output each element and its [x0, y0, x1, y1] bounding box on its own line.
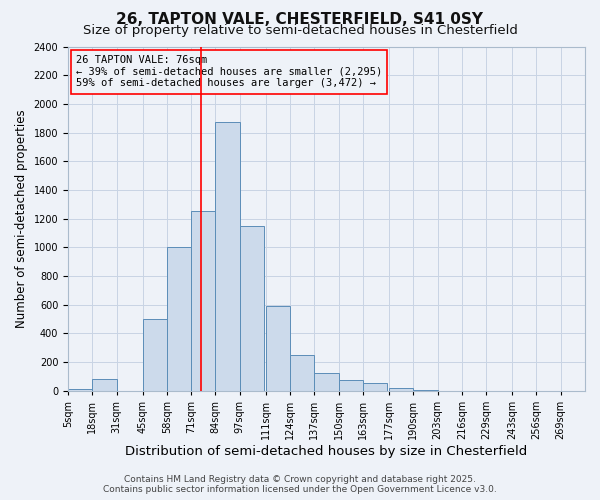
- Bar: [389, 388, 413, 390]
- Text: Size of property relative to semi-detached houses in Chesterfield: Size of property relative to semi-detach…: [83, 24, 517, 37]
- Text: 26, TAPTON VALE, CHESTERFIELD, S41 0SY: 26, TAPTON VALE, CHESTERFIELD, S41 0SY: [116, 12, 484, 26]
- Bar: [240, 226, 264, 390]
- X-axis label: Distribution of semi-detached houses by size in Chesterfield: Distribution of semi-detached houses by …: [125, 444, 527, 458]
- Bar: [68, 389, 92, 390]
- Bar: [314, 374, 338, 390]
- Text: 26 TAPTON VALE: 76sqm
← 39% of semi-detached houses are smaller (2,295)
59% of s: 26 TAPTON VALE: 76sqm ← 39% of semi-deta…: [76, 55, 382, 88]
- Y-axis label: Number of semi-detached properties: Number of semi-detached properties: [15, 109, 28, 328]
- Bar: [338, 380, 363, 390]
- Bar: [143, 319, 167, 390]
- Bar: [363, 384, 387, 390]
- Bar: [191, 212, 215, 390]
- Bar: [92, 379, 116, 390]
- Bar: [290, 356, 314, 390]
- Bar: [266, 306, 290, 390]
- Text: Contains HM Land Registry data © Crown copyright and database right 2025.
Contai: Contains HM Land Registry data © Crown c…: [103, 474, 497, 494]
- Bar: [167, 247, 191, 390]
- Bar: [215, 122, 240, 390]
